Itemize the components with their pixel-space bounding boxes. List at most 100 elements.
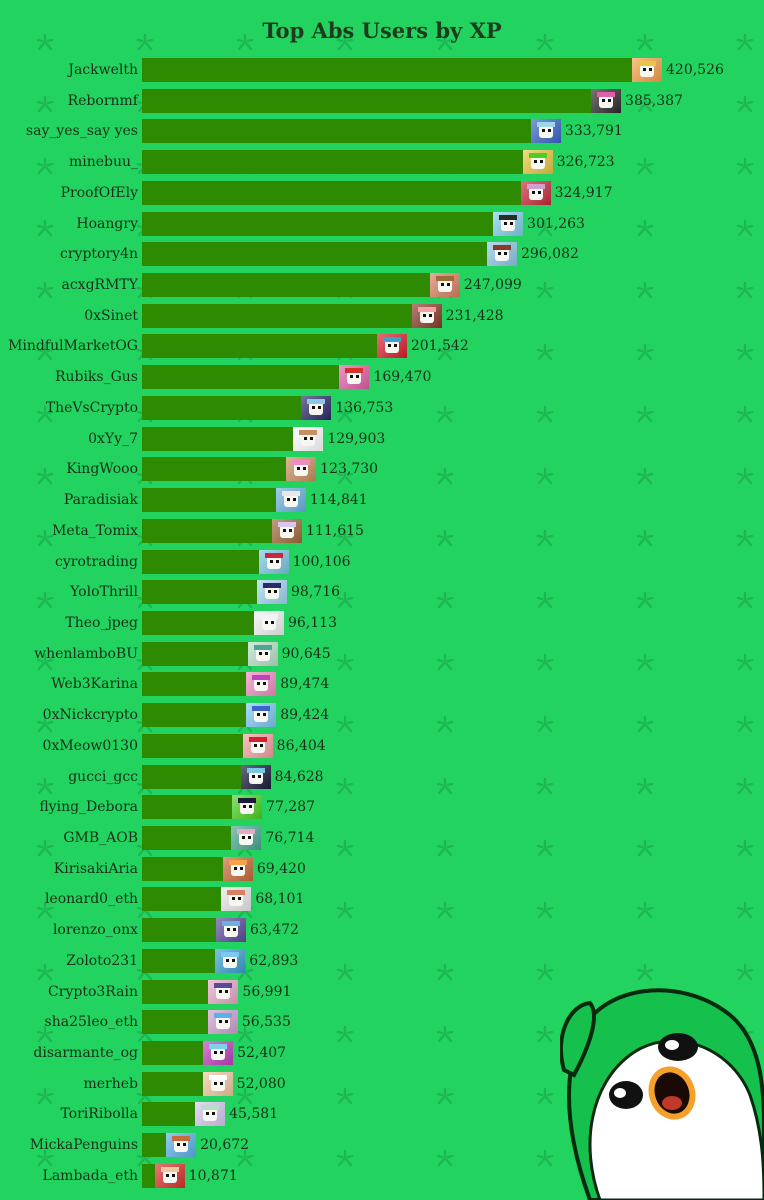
pattern-glyph-icon [36, 963, 54, 981]
category-label: Rubiks_Gus [54, 369, 138, 386]
avatar-icon [293, 426, 324, 451]
pattern-glyph-icon [436, 529, 454, 547]
pattern-glyph-icon [536, 281, 554, 299]
bar [142, 395, 302, 420]
avatar-icon [222, 856, 253, 881]
category-label: flying_Debora [39, 799, 138, 816]
pattern-glyph-icon [536, 343, 554, 361]
pattern-glyph-icon [536, 219, 554, 237]
pattern-glyph-icon [236, 1025, 254, 1043]
bar [142, 610, 254, 635]
pattern-glyph-icon [736, 591, 754, 609]
value-label: 86,404 [276, 737, 326, 754]
pattern-glyph-icon [36, 839, 54, 857]
pattern-glyph-icon [636, 839, 654, 857]
bar [142, 580, 258, 605]
avatar-icon [202, 1071, 233, 1096]
value-label: 89,424 [280, 707, 330, 724]
pattern-glyph-icon [36, 405, 54, 423]
value-label: 333,791 [564, 123, 623, 140]
pattern-glyph-icon [336, 777, 354, 795]
avatar-icon [301, 395, 332, 420]
bar [142, 856, 223, 881]
pattern-glyph-icon [36, 467, 54, 485]
pattern-glyph-icon [736, 95, 754, 113]
value-label: 10,871 [188, 1167, 238, 1184]
avatar-icon [493, 211, 524, 236]
avatar-icon [253, 610, 284, 635]
pattern-glyph-icon [636, 467, 654, 485]
category-label: ProofOfEly [60, 184, 138, 201]
pattern-glyph-icon [436, 1025, 454, 1043]
pattern-glyph-icon [36, 777, 54, 795]
avatar-icon [258, 549, 289, 574]
value-label: 129,903 [327, 430, 386, 447]
bar [142, 426, 294, 451]
value-label: 77,287 [266, 799, 316, 816]
bar [142, 703, 247, 728]
pattern-glyph-icon [536, 467, 554, 485]
pattern-glyph-icon [336, 715, 354, 733]
bar [142, 948, 216, 973]
value-label: 20,672 [200, 1137, 250, 1154]
pattern-glyph-icon [636, 281, 654, 299]
category-label: cyrotrading [55, 553, 138, 570]
bar [142, 1102, 196, 1127]
avatar-icon [429, 273, 460, 298]
pattern-glyph-icon [436, 591, 454, 609]
category-label: ToriRibolla [60, 1106, 138, 1123]
bar [142, 242, 487, 267]
pattern-glyph-icon [636, 777, 654, 795]
pattern-glyph-icon [336, 529, 354, 547]
category-label: 0xYy_7 [88, 430, 138, 447]
pattern-glyph-icon [36, 901, 54, 919]
bar [142, 273, 430, 298]
avatar-icon [339, 365, 370, 390]
avatar-icon [257, 580, 288, 605]
value-label: 96,113 [287, 614, 337, 631]
pattern-glyph-icon [636, 405, 654, 423]
pattern-glyph-icon [736, 839, 754, 857]
pattern-glyph-icon [36, 33, 54, 51]
pattern-glyph-icon [436, 33, 454, 51]
pattern-glyph-icon [736, 343, 754, 361]
value-label: 62,893 [249, 952, 299, 969]
avatar-icon [232, 795, 263, 820]
pattern-glyph-icon [36, 1087, 54, 1105]
category-label: TheVsCrypto [45, 399, 138, 416]
value-label: 45,581 [229, 1106, 279, 1123]
pattern-glyph-icon [436, 901, 454, 919]
category-label: KingWooo [66, 461, 138, 478]
value-label: 89,474 [280, 676, 330, 693]
pattern-glyph-icon [536, 33, 554, 51]
pattern-glyph-icon [36, 343, 54, 361]
pattern-glyph-icon [736, 963, 754, 981]
category-label: 0xSinet [84, 307, 138, 324]
pattern-glyph-icon [636, 529, 654, 547]
pattern-glyph-icon [436, 343, 454, 361]
pattern-glyph-icon [736, 157, 754, 175]
pattern-glyph-icon [636, 95, 654, 113]
pattern-glyph-icon [536, 777, 554, 795]
pattern-glyph-icon [636, 653, 654, 671]
avatar-icon [195, 1102, 226, 1127]
pattern-glyph-icon [436, 1087, 454, 1105]
pattern-glyph-icon [536, 1025, 554, 1043]
bar [142, 1041, 204, 1066]
value-label: 98,716 [291, 584, 341, 601]
category-label: merheb [83, 1075, 138, 1092]
avatar-icon [275, 488, 306, 513]
bar [142, 672, 247, 697]
pattern-glyph-icon [436, 1149, 454, 1167]
pattern-glyph-icon [36, 281, 54, 299]
bar [142, 488, 276, 513]
value-label: 324,917 [554, 184, 613, 201]
category-label: Lambada_eth [42, 1167, 138, 1184]
category-label: 0xNickcrypto [42, 707, 138, 724]
bar [142, 180, 521, 205]
pattern-glyph-icon [136, 33, 154, 51]
value-label: 100,106 [292, 553, 351, 570]
value-label: 420,526 [666, 62, 724, 78]
pattern-glyph-icon [36, 219, 54, 237]
